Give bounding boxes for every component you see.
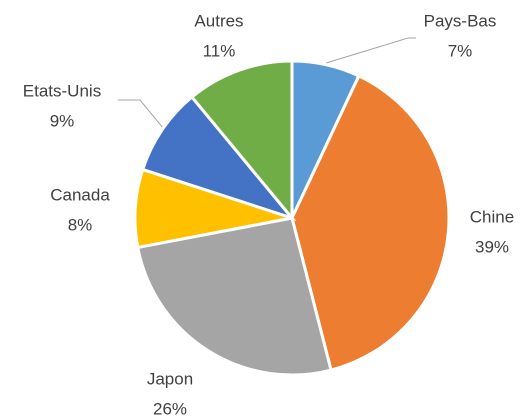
slice-value-label: 7% [448, 41, 473, 60]
slice-label: Etats-Unis [23, 81, 101, 100]
slice-label: Autres [194, 11, 243, 30]
pie-slice [136, 216, 333, 377]
slice-label: Canada [50, 185, 110, 204]
slice-value-label: 11% [203, 41, 236, 60]
slice-value-label: 9% [50, 111, 75, 130]
slice-label: Chine [470, 207, 514, 226]
leader-line [325, 37, 416, 64]
slice-value-label: 26% [153, 399, 187, 416]
pie-slice [189, 59, 294, 223]
slice-value-label: 8% [68, 215, 93, 234]
slice-value-label: 39% [475, 237, 509, 256]
pie-slice [290, 73, 451, 372]
pie-slice [140, 94, 297, 222]
slice-label: Pays-Bas [424, 11, 497, 30]
leader-line [118, 99, 164, 129]
slice-label: Japon [147, 369, 193, 388]
